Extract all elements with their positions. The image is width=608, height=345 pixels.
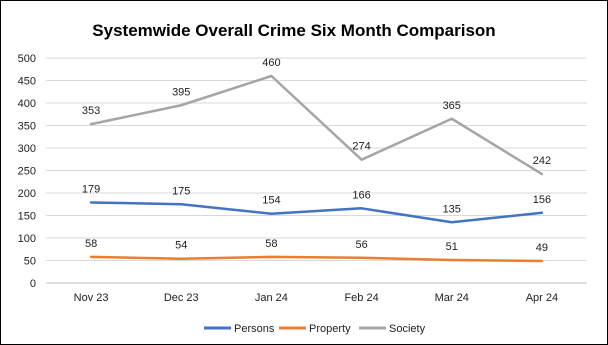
- series-line-society: [89, 74, 544, 176]
- y-tick-label: 0: [30, 278, 36, 290]
- data-label: 242: [533, 155, 551, 167]
- data-label: 395: [172, 86, 190, 98]
- y-tick-label: 100: [18, 233, 36, 245]
- y-tick-label: 450: [18, 76, 36, 88]
- y-tick-label: 350: [18, 121, 36, 133]
- data-label: 179: [82, 183, 100, 195]
- data-label: 49: [536, 242, 548, 254]
- legend-label-property: Property: [309, 323, 351, 335]
- data-label: 460: [262, 57, 280, 69]
- data-label: 274: [352, 141, 370, 153]
- y-tick-label: 200: [18, 188, 36, 200]
- y-tick-label: 400: [18, 98, 36, 110]
- y-tick-label: 50: [24, 256, 36, 268]
- x-tick-label: Mar 24: [435, 292, 469, 304]
- data-label: 166: [352, 189, 370, 201]
- x-tick-label: Dec 23: [164, 292, 199, 304]
- x-tick-label: Jan 24: [255, 292, 288, 304]
- y-tick-label: 300: [18, 143, 36, 155]
- legend-label-society: Society: [389, 323, 426, 335]
- chart-title: Systemwide Overall Crime Six Month Compa…: [92, 21, 496, 40]
- x-tick-label: Feb 24: [344, 292, 378, 304]
- x-tick-label: Nov 23: [74, 292, 109, 304]
- legend-label-persons: Persons: [234, 323, 275, 335]
- series-line-property: [89, 255, 544, 263]
- data-label: 58: [265, 238, 277, 250]
- data-label: 58: [85, 238, 97, 250]
- data-label: 135: [443, 203, 461, 215]
- y-tick-label: 150: [18, 211, 36, 223]
- data-label: 56: [355, 239, 367, 251]
- data-label: 365: [443, 100, 461, 112]
- data-label: 175: [172, 185, 190, 197]
- data-label: 156: [533, 194, 551, 206]
- y-tick-label: 250: [18, 166, 36, 178]
- data-label: 51: [446, 241, 458, 253]
- x-tick-label: Apr 24: [526, 292, 558, 304]
- y-tick-label: 500: [18, 53, 36, 65]
- series-line-persons: [89, 201, 544, 224]
- data-label: 54: [175, 240, 187, 252]
- data-label: 154: [262, 195, 280, 207]
- data-label: 353: [82, 105, 100, 117]
